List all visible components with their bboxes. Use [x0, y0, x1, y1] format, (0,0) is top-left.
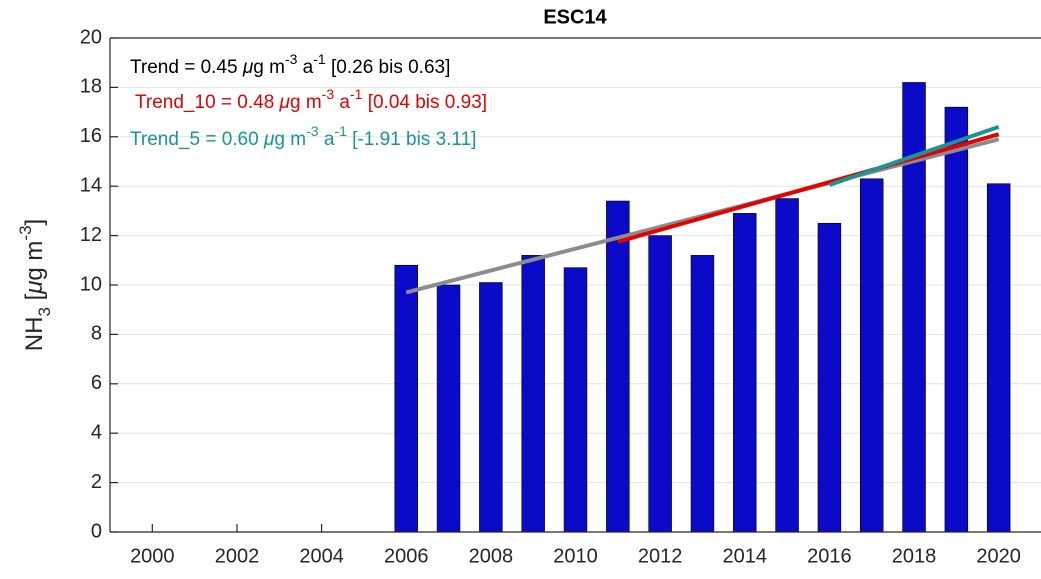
y-tick-label: 16: [80, 125, 102, 147]
trend-annotation: Trend_5 = 0.60 μg m-3 a-1 [-1.91 bis 3.1…: [130, 123, 476, 150]
y-tick-label: 10: [80, 273, 102, 295]
text-part: g m: [290, 92, 322, 113]
bar: [775, 198, 799, 533]
text-part: ]: [21, 219, 48, 226]
y-tick-label: 6: [91, 372, 102, 394]
text-part: Trend_5 = 0.60: [130, 129, 264, 150]
text-part: [0.26 bis 0.63]: [326, 57, 451, 78]
x-tick-label: 2016: [807, 545, 852, 567]
text-part: [: [21, 293, 48, 307]
x-tick-label: 2018: [892, 545, 937, 567]
trend-annotation: Trend = 0.45 μg m-3 a-1 [0.26 bis 0.63]: [130, 51, 450, 78]
y-tick-label: 18: [80, 76, 102, 98]
x-tick-label: 2020: [976, 545, 1021, 567]
x-tick-label: 2004: [299, 545, 344, 567]
bar: [733, 213, 757, 533]
y-tick-label: 14: [80, 174, 102, 196]
text-part: -1: [334, 123, 347, 139]
y-tick-label: 0: [91, 520, 102, 542]
text-part: -3: [285, 51, 298, 67]
text-part: 3: [35, 307, 54, 316]
text-part: -3: [16, 225, 35, 240]
text-part: a: [297, 57, 313, 78]
text-part: μ: [279, 92, 291, 113]
text-part: g m: [253, 57, 285, 78]
x-tick-label: 2008: [469, 545, 514, 567]
text-part: -3: [322, 86, 335, 102]
bar: [902, 82, 926, 533]
chart-title: ESC14: [543, 6, 607, 28]
x-tick-label: 2002: [215, 545, 260, 567]
y-tick-label: 20: [80, 26, 102, 48]
trend-line: [617, 132, 1000, 244]
text-part: g m: [21, 241, 48, 281]
y-tick-label: 4: [91, 421, 102, 443]
trend-line: [828, 125, 1000, 187]
bar: [479, 282, 503, 533]
y-tick-label: 12: [80, 224, 102, 246]
x-tick-label: 2010: [553, 545, 598, 567]
y-axis-label: NH3 [μg m-3]: [16, 219, 54, 351]
bar: [606, 200, 630, 533]
text-part: a: [334, 92, 350, 113]
x-tick-label: 2006: [384, 545, 429, 567]
text-part: g m: [274, 129, 306, 150]
text-part: a: [319, 129, 335, 150]
bar: [690, 255, 715, 533]
text-part: [0.04 bis 0.93]: [362, 92, 487, 113]
bar: [944, 106, 969, 533]
bar: [817, 222, 842, 533]
x-tick-label: 2000: [130, 545, 175, 567]
text-part: Trend_10 = 0.48: [135, 92, 280, 113]
bar: [521, 255, 545, 533]
text-part: μ: [242, 57, 254, 78]
text-part: μ: [21, 281, 48, 295]
text-part: NH: [21, 317, 48, 352]
bar: [394, 264, 418, 533]
x-tick-label: 2014: [723, 545, 768, 567]
bar: [860, 178, 884, 533]
y-tick-label: 8: [91, 323, 102, 345]
text-part: μ: [263, 129, 275, 150]
bar: [563, 267, 588, 533]
text-part: [-1.91 bis 3.11]: [347, 129, 477, 150]
trend-annotation: Trend_10 = 0.48 μg m-3 a-1 [0.04 bis 0.9…: [135, 86, 487, 113]
bar: [436, 284, 461, 533]
bar: [648, 235, 672, 533]
text-part: -3: [306, 123, 319, 139]
text-part: Trend = 0.45: [130, 57, 243, 78]
y-tick-label: 2: [91, 471, 102, 493]
text-part: -1: [313, 51, 326, 67]
bar: [986, 183, 1011, 533]
text-part: -1: [350, 86, 363, 102]
x-tick-label: 2012: [638, 545, 683, 567]
